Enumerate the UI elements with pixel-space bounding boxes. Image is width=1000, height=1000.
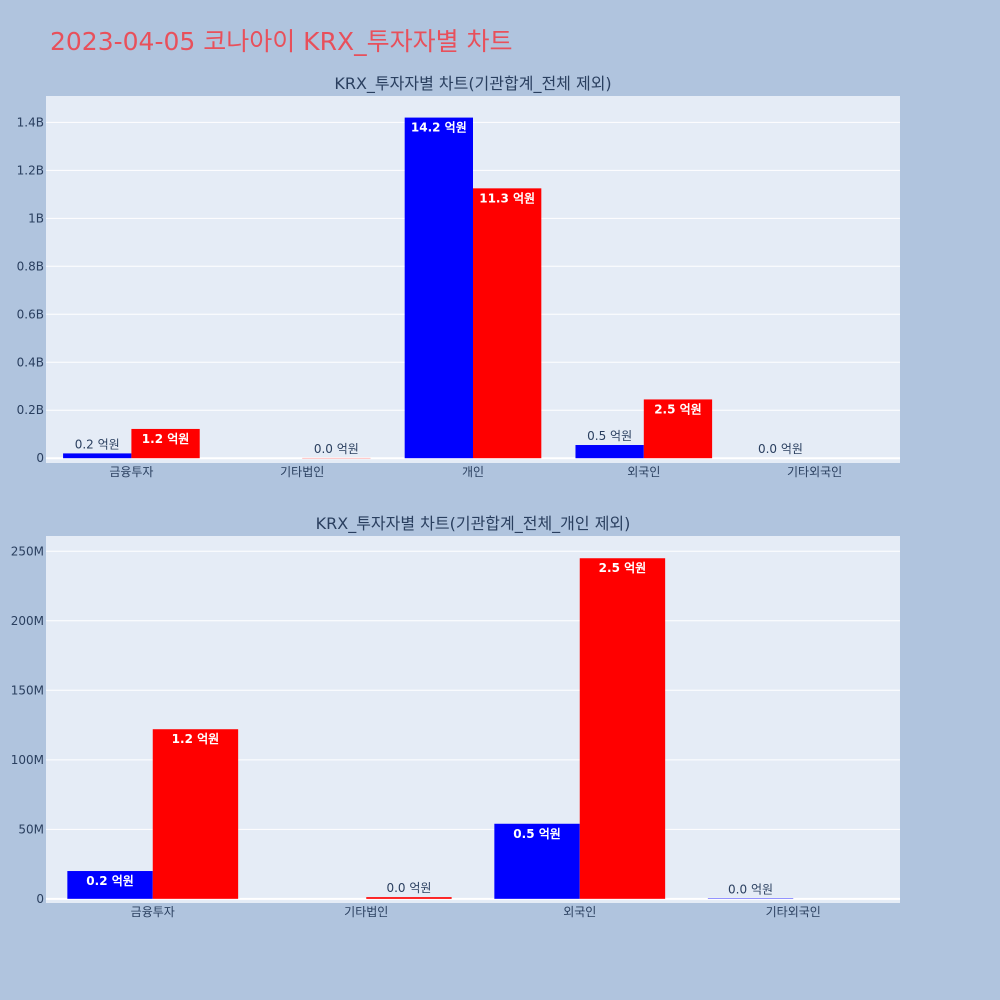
- bar: [131, 428, 200, 459]
- y-tick-label: 200M: [11, 614, 44, 628]
- x-tick-label: 기타법인: [344, 905, 388, 919]
- y-tick-label: 0.6B: [17, 307, 44, 321]
- y-tick-label: 1B: [28, 211, 44, 225]
- y-tick-label: 0: [36, 451, 44, 465]
- bar-value-label: 0.0 억원: [728, 882, 773, 896]
- y-tick-label: 0: [36, 892, 44, 906]
- x-tick-label: 금융투자: [131, 905, 175, 919]
- y-tick-label: 0.2B: [17, 403, 44, 417]
- chart-bottom: KRX_투자자별 차트(기관합계_전체_개인 제외) 0 50M 100M 150M 20…: [11, 514, 900, 919]
- y-tick-label: 0.8B: [17, 259, 44, 273]
- bar-value-label: 0.5 억원: [587, 429, 632, 443]
- bar: [575, 445, 644, 459]
- bar: [152, 729, 239, 899]
- x-tick-label: 외국인: [627, 465, 660, 479]
- x-tick-label: 개인: [462, 465, 484, 479]
- bar: [494, 823, 580, 899]
- x-tick-label: 외국인: [563, 905, 596, 919]
- page-title: 2023-04-05 코나아이 KRX_투자자별 차트: [50, 27, 513, 56]
- y-tick-label: 1.2B: [17, 163, 44, 177]
- bar-value-label: 1.2 억원: [172, 732, 220, 746]
- chart-title: KRX_투자자별 차트(기관합계_전체_개인 제외): [316, 514, 631, 534]
- bar: [63, 453, 132, 459]
- y-tick-label: 250M: [11, 544, 44, 558]
- bar-value-label: 2.5 억원: [654, 402, 702, 416]
- bar-value-label: 0.2 억원: [86, 874, 134, 888]
- x-tick-label: 금융투자: [109, 465, 153, 479]
- x-tick-label: 기타법인: [280, 465, 324, 479]
- bar-value-label: 0.0 억원: [314, 442, 359, 456]
- y-tick-label: 0.4B: [17, 355, 44, 369]
- bar: [67, 871, 153, 899]
- bar: [366, 897, 452, 899]
- bar: [643, 399, 713, 459]
- bar: [579, 558, 666, 899]
- y-tick-label: 100M: [11, 753, 44, 767]
- chart-title: KRX_투자자별 차트(기관합계_전체 제외): [334, 74, 611, 94]
- x-tick-label: 기타외국인: [766, 905, 821, 919]
- x-tick-label: 기타외국인: [787, 465, 842, 479]
- bar-value-label: 0.2 억원: [75, 437, 120, 451]
- y-tick-label: 150M: [11, 683, 44, 697]
- bar-value-label: 0.0 억원: [758, 442, 803, 456]
- chart-top: KRX_투자자별 차트(기관합계_전체 제외) 0 0.2B 0.4B 0.6B 0.8B…: [17, 74, 900, 479]
- bar-value-label: 0.5 억원: [513, 827, 561, 841]
- y-tick-label: 1.4B: [17, 115, 44, 129]
- bar: [404, 117, 473, 459]
- bar: [473, 188, 542, 459]
- bar-value-label: 1.2 억원: [142, 432, 190, 446]
- bar-value-label: 11.3 억원: [479, 191, 535, 205]
- bar-value-label: 2.5 억원: [599, 561, 647, 575]
- y-tick-label: 50M: [18, 822, 44, 836]
- bar-value-label: 14.2 억원: [411, 121, 467, 135]
- bar-value-label: 0.0 억원: [386, 881, 431, 895]
